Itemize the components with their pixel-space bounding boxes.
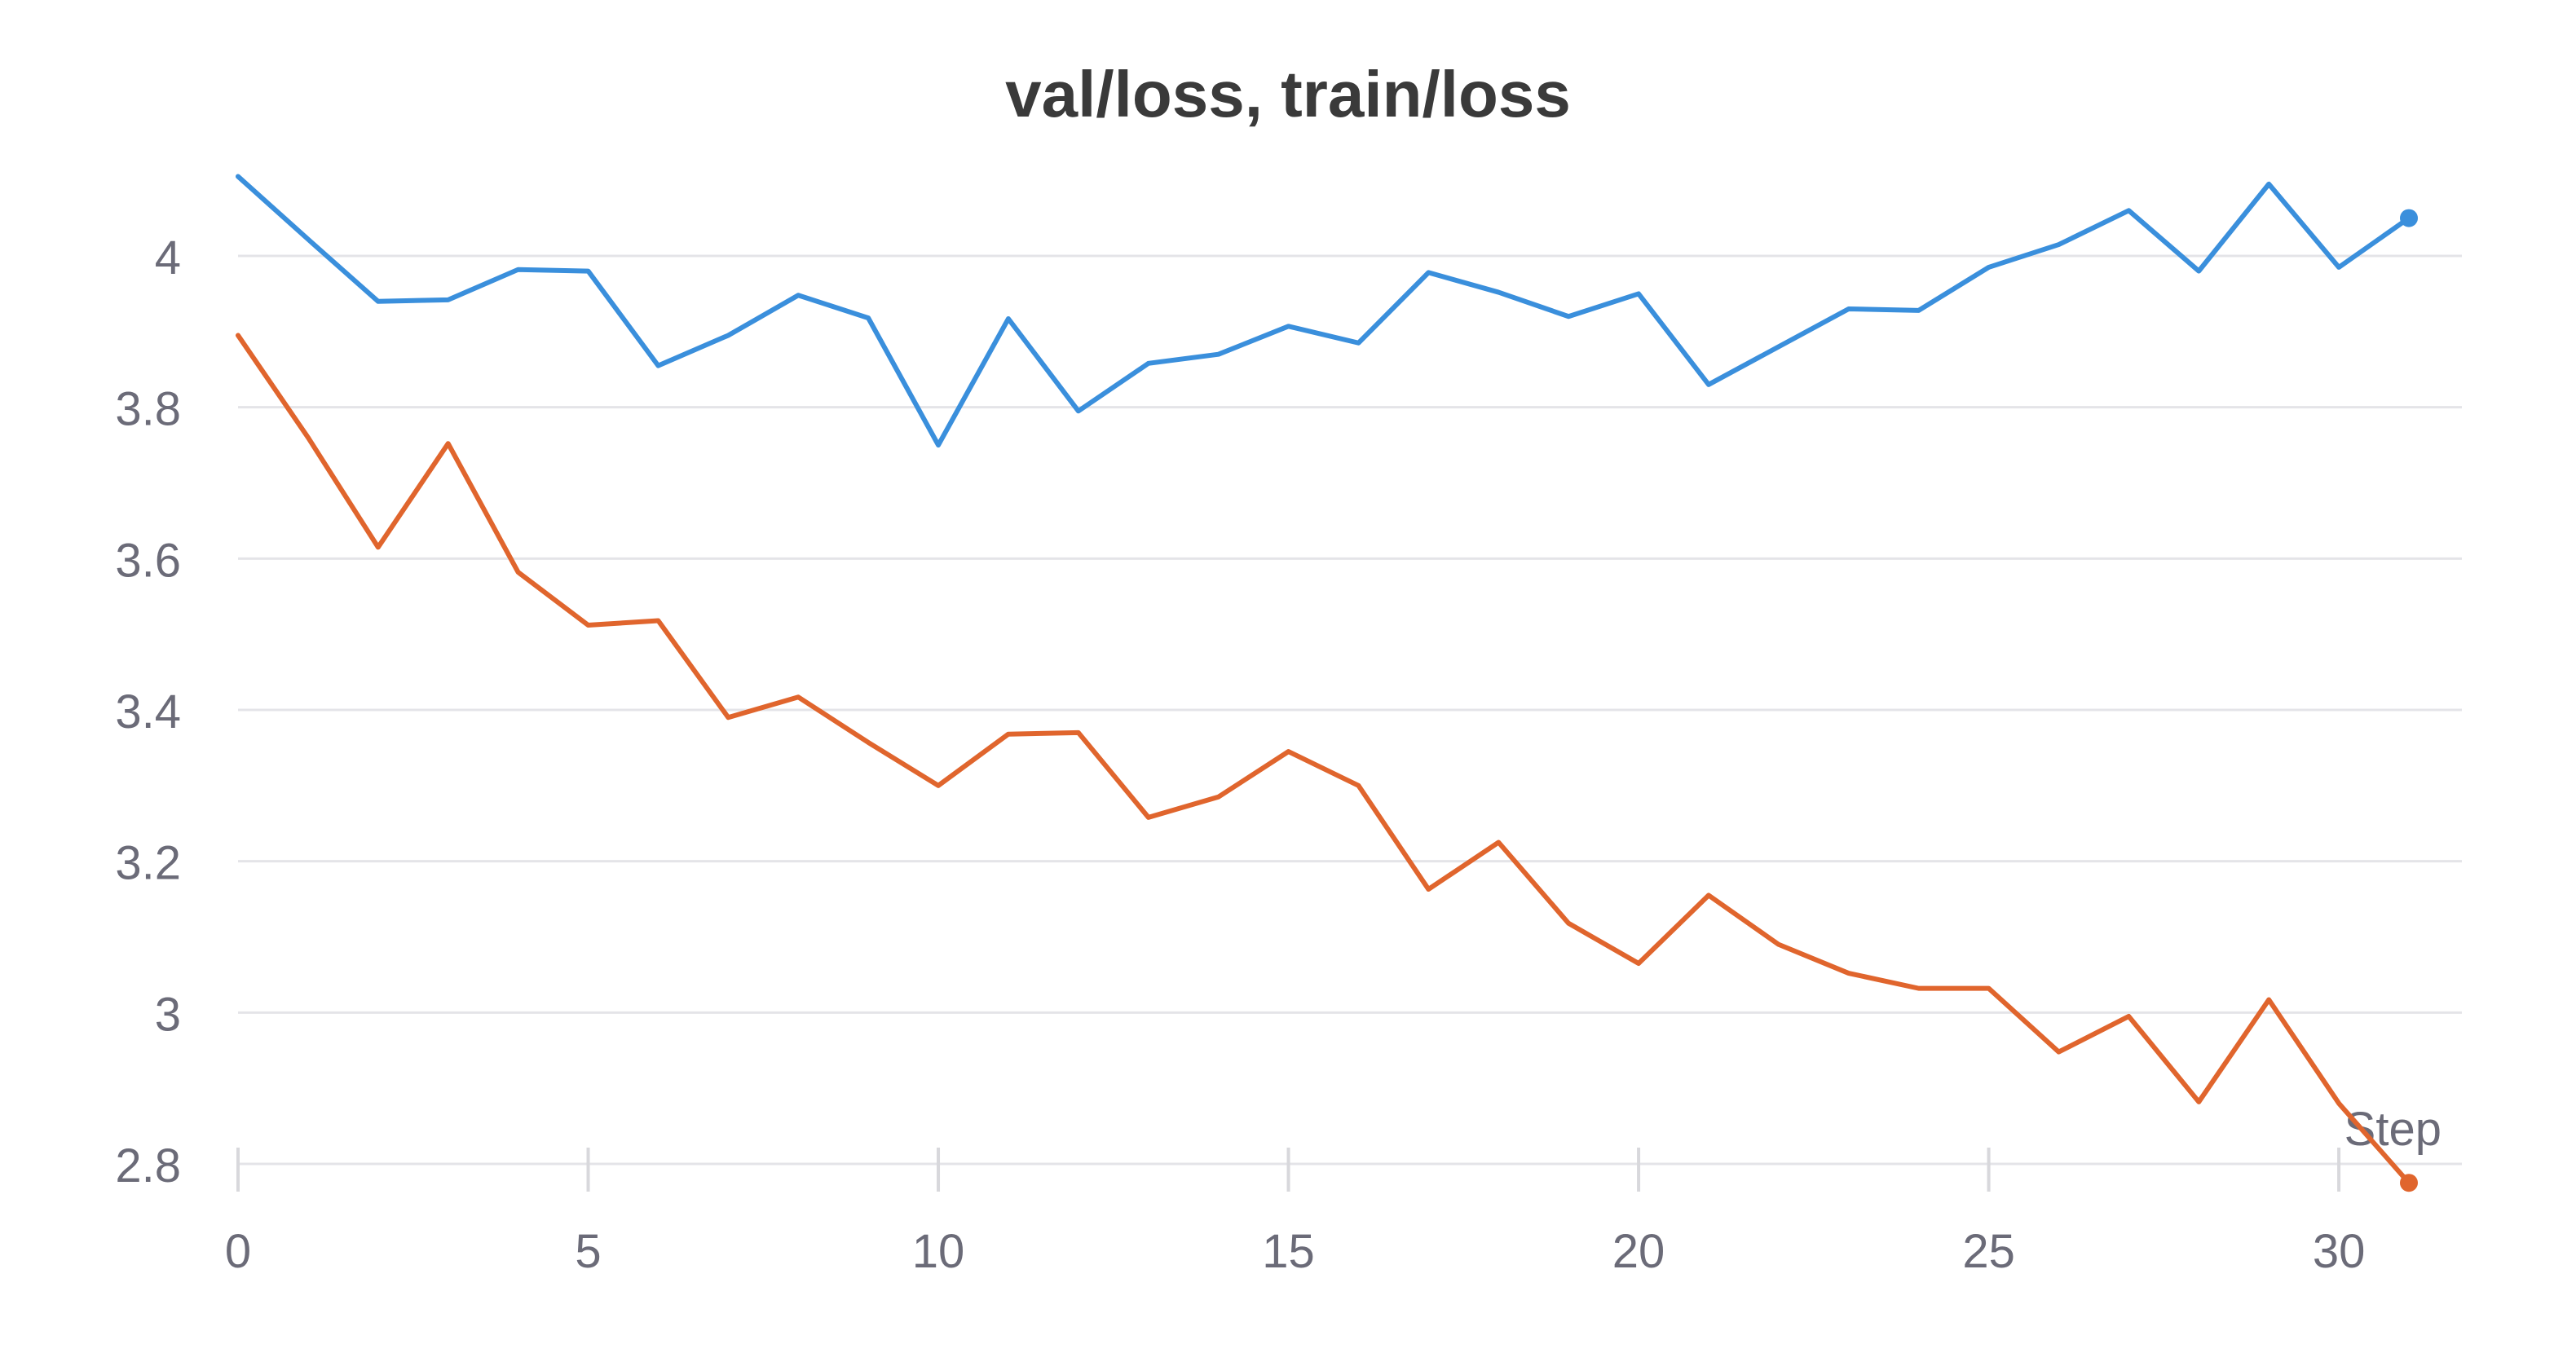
x-tick-label: 5 xyxy=(575,1225,601,1278)
grid-lines xyxy=(238,254,2462,1166)
y-tick-label: 3.6 xyxy=(115,534,181,587)
x-tick-label: 10 xyxy=(912,1225,965,1278)
x-tick-label: 15 xyxy=(1262,1225,1315,1278)
series-end-point-2 xyxy=(2400,1174,2418,1192)
y-tick-label: 2.8 xyxy=(115,1139,181,1192)
series-end-point-1 xyxy=(2400,209,2418,227)
y-tick-label: 3 xyxy=(155,988,181,1041)
x-tick-label: 25 xyxy=(1962,1225,2015,1278)
x-tick-label: 30 xyxy=(2313,1225,2366,1278)
series-line-2 xyxy=(236,333,2411,1186)
series-lines xyxy=(236,174,2418,1192)
x-tick-label: 20 xyxy=(1612,1225,1665,1278)
chart-title: val/loss, train/loss xyxy=(1005,58,1571,130)
y-tick-label: 3.2 xyxy=(115,837,181,890)
series-line-1 xyxy=(236,174,2411,448)
y-tick-label: 3.4 xyxy=(115,685,181,738)
x-tick-label: 0 xyxy=(225,1225,251,1278)
y-tick-label: 4 xyxy=(155,231,181,284)
y-tick-label: 3.8 xyxy=(115,383,181,436)
